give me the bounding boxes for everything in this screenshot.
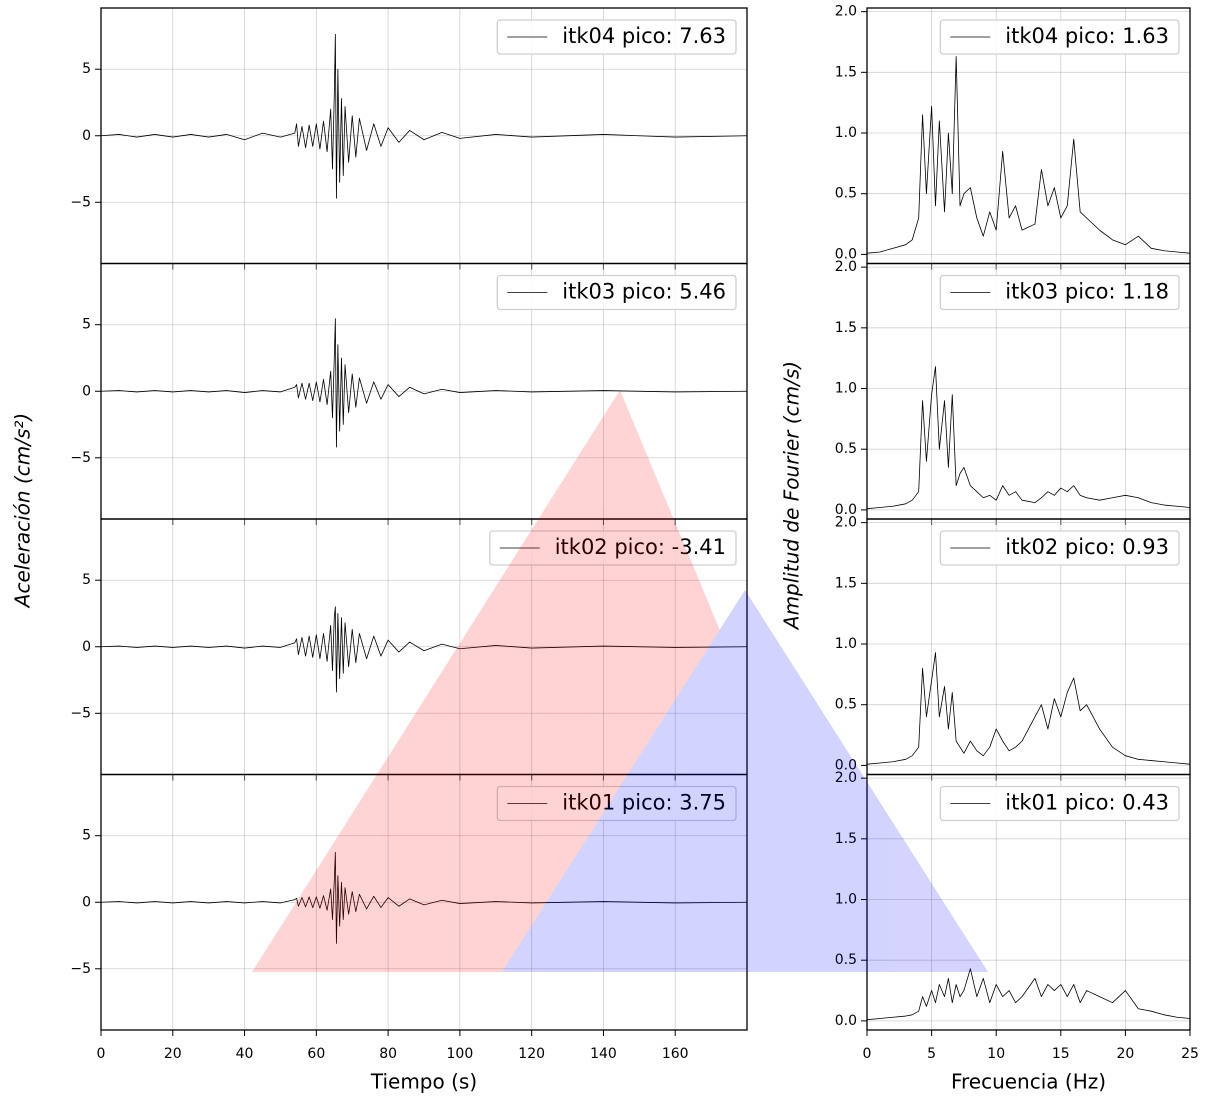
- legend-label: itk03 pico: 1.18: [1005, 280, 1169, 304]
- y-tick-label: 0.0: [835, 502, 857, 518]
- right-y-axis-label: Amplitud de Fourier (cm/s): [780, 361, 804, 631]
- y-tick-label: 0.5: [835, 697, 857, 713]
- legend-box: [496, 19, 737, 55]
- legend-box: [939, 785, 1180, 822]
- x-axis-label: Frecuencia (Hz): [951, 1070, 1106, 1094]
- signal-line: [100, 851, 748, 944]
- x-axis-label: Tiempo (s): [370, 1070, 477, 1094]
- y-tick-label: 2.0: [835, 259, 857, 275]
- y-tick-label: 1.0: [835, 125, 857, 141]
- y-tick-label: −5: [70, 194, 91, 210]
- y-tick-label: 0: [82, 894, 91, 910]
- left-y-axis-label: Aceleración (cm/s²): [11, 413, 35, 609]
- x-tick-label: 160: [662, 1046, 689, 1062]
- y-tick-label: 2.0: [835, 770, 857, 786]
- legend-label: itk03 pico: 5.46: [562, 280, 726, 304]
- y-tick-label: −5: [70, 961, 91, 977]
- signal-line: [866, 366, 1191, 510]
- signal-line: [866, 56, 1191, 254]
- legend-label: itk02 pico: -3.41: [555, 535, 726, 559]
- x-tick-label: 0: [863, 1046, 872, 1062]
- signal-line: [100, 318, 748, 448]
- y-tick-label: 0.0: [835, 246, 857, 262]
- legend-box: [939, 530, 1180, 566]
- legend-box: [489, 530, 737, 566]
- y-tick-label: 2.0: [835, 4, 857, 20]
- y-tick-label: 5: [82, 572, 91, 588]
- y-tick-label: 1.0: [835, 636, 857, 652]
- x-tick-label: 20: [1116, 1046, 1134, 1062]
- x-tick-label: 5: [927, 1046, 936, 1062]
- y-tick-label: 2.0: [835, 515, 857, 531]
- x-tick-label: 80: [379, 1046, 397, 1062]
- watermark-logo: [252, 390, 988, 972]
- legend-box: [939, 19, 1180, 55]
- logo-blue-triangle: [502, 590, 988, 972]
- legend-label: itk01 pico: 3.75: [562, 791, 726, 815]
- logo-red-triangle: [252, 390, 862, 972]
- y-tick-label: 1.5: [835, 831, 857, 847]
- signal-line: [866, 652, 1191, 765]
- signal-line: [100, 33, 748, 199]
- y-tick-label: 1.0: [835, 892, 857, 908]
- axes-frame: [100, 773, 748, 1031]
- legend-label: itk02 pico: 0.93: [1005, 535, 1169, 559]
- y-tick-label: 0: [82, 128, 91, 144]
- legend-label: itk04 pico: 1.63: [1005, 24, 1169, 48]
- y-tick-label: 1.0: [835, 381, 857, 397]
- x-tick-label: 10: [987, 1046, 1005, 1062]
- y-tick-label: −5: [70, 450, 91, 466]
- x-tick-label: 140: [590, 1046, 617, 1062]
- x-tick-label: 60: [307, 1046, 325, 1062]
- y-tick-label: 5: [82, 317, 91, 333]
- x-tick-label: 0: [97, 1046, 106, 1062]
- y-tick-label: 0.5: [835, 186, 857, 202]
- y-tick-label: 1.5: [835, 64, 857, 80]
- y-tick-label: 0.5: [835, 952, 857, 968]
- x-tick-label: 20: [164, 1046, 182, 1062]
- y-tick-label: 0: [82, 383, 91, 399]
- y-tick-label: 5: [82, 828, 91, 844]
- x-tick-label: 100: [447, 1046, 474, 1062]
- x-tick-label: 15: [1052, 1046, 1070, 1062]
- y-tick-label: 0.5: [835, 441, 857, 457]
- legend-label: itk01 pico: 0.43: [1005, 791, 1169, 815]
- y-tick-label: −5: [70, 705, 91, 721]
- y-tick-label: 5: [82, 61, 91, 77]
- axes-frame: [866, 773, 1191, 1031]
- legend-box: [496, 274, 737, 311]
- legend-label: itk04 pico: 7.63: [562, 24, 726, 48]
- x-tick-label: 40: [236, 1046, 254, 1062]
- y-tick-label: 1.5: [835, 575, 857, 591]
- signal-line: [100, 606, 748, 693]
- legend-box: [496, 785, 737, 822]
- y-tick-label: 0.0: [835, 757, 857, 773]
- x-tick-label: 120: [518, 1046, 545, 1062]
- signal-line: [866, 968, 1191, 1021]
- legend-box: [939, 274, 1180, 311]
- y-tick-label: 0.0: [835, 1013, 857, 1029]
- y-tick-label: 1.5: [835, 320, 857, 336]
- y-tick-label: 0: [82, 639, 91, 655]
- x-tick-label: 25: [1181, 1046, 1199, 1062]
